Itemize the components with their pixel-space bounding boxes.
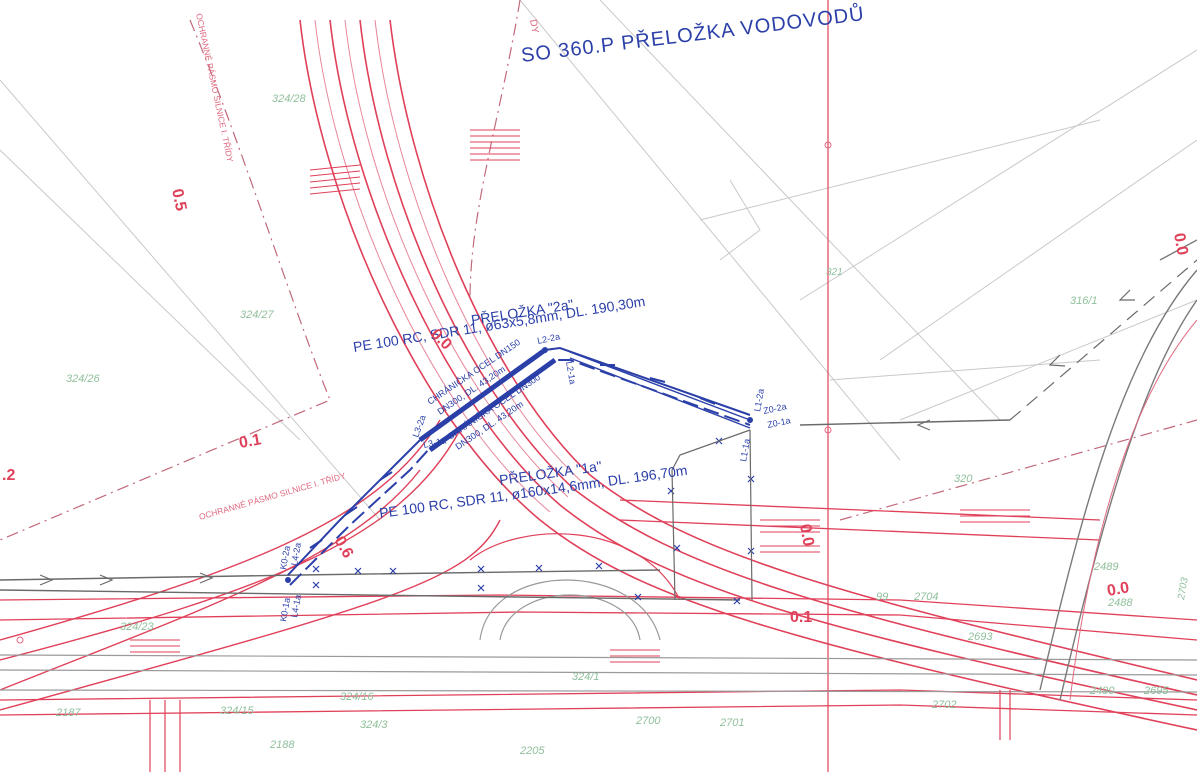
point-z0-2a: Z0-2a	[762, 401, 787, 416]
chainage-label: 0.6	[331, 534, 357, 562]
point-k0-1a: K0-1a	[278, 597, 292, 622]
parcel-label: 321	[826, 267, 843, 278]
parcel-label: 324/26	[66, 373, 101, 385]
road-inner-lines	[314, 19, 583, 513]
road-loop-red	[469, 533, 681, 601]
chainage-label: 0.5	[168, 187, 189, 212]
parcel-label: 2693	[967, 631, 993, 643]
chainage-label: 0.1	[790, 609, 812, 626]
parcel-label: 316/1	[1070, 295, 1098, 307]
parcel-label: 2695	[1143, 685, 1169, 697]
new-water-line-1a	[289, 359, 751, 586]
parcel-label: 2490	[1089, 685, 1115, 697]
parcel-label: 2205	[519, 745, 545, 757]
chainage-label: 0.0	[1170, 232, 1191, 257]
parcel-label: 2704	[913, 591, 938, 603]
road-bottom-grey	[0, 654, 1197, 693]
existing-line-arrows	[39, 289, 1135, 586]
parcel-label: 2702	[931, 699, 956, 711]
road-right-diagonal	[1039, 239, 1197, 701]
point-z0-1a: Z0-1a	[766, 415, 791, 430]
parcel-label: 324/23	[120, 621, 155, 633]
chainage-label: 0.0	[796, 523, 817, 548]
parcel-label: 324/3	[360, 719, 388, 731]
double-line-right	[569, 351, 751, 429]
drawing-title: SO 360.P PŘELOŽKA VODOVODŮ	[520, 1, 866, 67]
parcel-label: 324/1	[572, 671, 600, 683]
survey-points	[16, 141, 832, 644]
road-ramps-left	[0, 419, 501, 711]
point-l3-1a: L3-1a	[422, 435, 447, 450]
sleeve-pipe	[418, 347, 557, 453]
point-k0-2a: K0-2a	[278, 545, 292, 570]
junction-markers	[285, 347, 753, 583]
chainage-label: .2	[2, 467, 15, 484]
parcel-label: 2188	[269, 739, 295, 751]
protection-zone-label-bottom: OCHRANNÉ PÁSMO SILNICE I. TŘÍDY	[198, 470, 347, 522]
parcel-label: 2187	[55, 707, 81, 719]
point-l2-1a: L2-1a	[564, 361, 578, 385]
parcel-label: 2488	[1107, 597, 1133, 609]
point-l1-1a: L1-1a	[738, 438, 752, 462]
chainage-label: 0.0	[1106, 579, 1131, 600]
structure-bottom	[149, 690, 1011, 772]
existing-water-line	[0, 419, 1011, 601]
parcel-label: 320	[954, 473, 973, 485]
parcel-label: 2700	[635, 715, 661, 727]
road-hatching	[130, 129, 1030, 663]
parcel-label: 99	[876, 591, 888, 603]
parcel-label: 2489	[1093, 561, 1118, 573]
point-l2-2a: L2-2a	[536, 331, 561, 346]
road-loop	[479, 579, 661, 641]
line-arrows	[309, 364, 716, 549]
top-corner-text: DY	[527, 19, 540, 35]
road-right-pink	[1069, 319, 1197, 701]
new-water-line-2a	[287, 346, 751, 576]
parcel-label: 324/15	[220, 705, 255, 717]
chainage-label: 0.1	[238, 431, 263, 452]
parcel-label: 324/27	[240, 309, 275, 321]
relocation-2a-spec: PE 100 RC, SDR 11, ø63x5,8mm, DL. 190,30…	[352, 293, 646, 355]
protection-zone-label-vertical: OCHRANNÉ PÁSMO SILNICE I. TŘÍDY	[194, 12, 235, 163]
parcel-label: 324/28	[272, 93, 307, 105]
terrain-lines	[0, 0, 1197, 521]
parcel-label: 324/16	[340, 691, 375, 703]
relocation-1a-route	[671, 429, 753, 601]
point-l1-2a: L1-2a	[752, 388, 766, 412]
protection-zone-boundary	[0, 0, 1197, 541]
existing-line-crosses	[312, 437, 755, 605]
parcel-label: 2701	[719, 717, 744, 729]
point-l4-1a: L4-1a	[289, 594, 303, 618]
parcel-label: 2703	[1176, 576, 1191, 601]
road-bottom	[0, 499, 1197, 716]
point-l4-2a: L4-2a	[289, 542, 303, 566]
existing-water-line-dashed	[1009, 259, 1197, 421]
